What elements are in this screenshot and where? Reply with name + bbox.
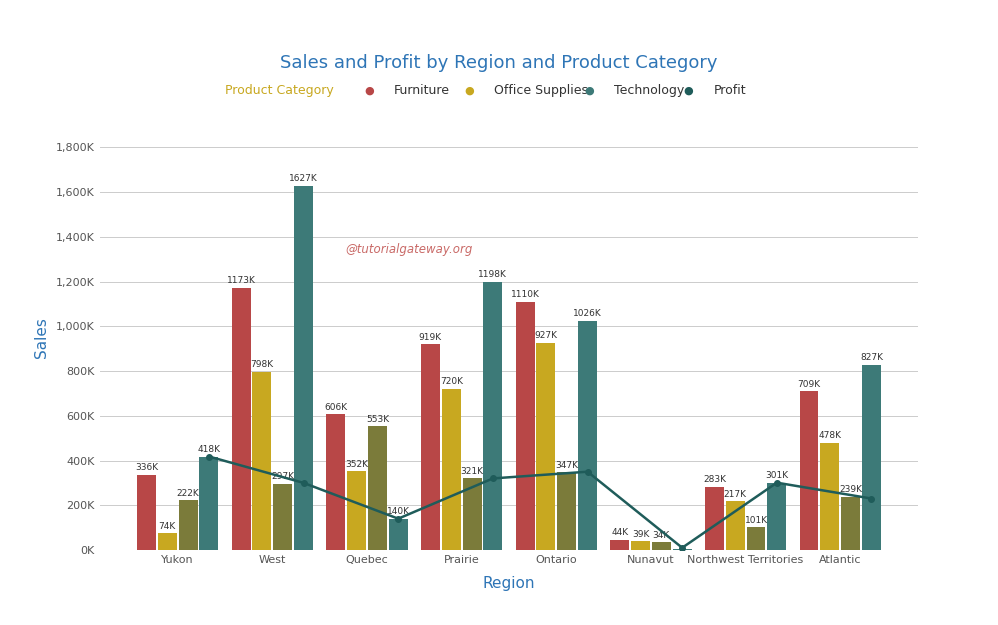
- Bar: [368, 426, 387, 550]
- Bar: [705, 487, 724, 550]
- Bar: [421, 344, 440, 550]
- X-axis label: Region: Region: [483, 576, 535, 591]
- Text: 919K: 919K: [419, 332, 442, 342]
- Bar: [389, 519, 408, 550]
- Bar: [537, 342, 555, 550]
- Text: 34K: 34K: [653, 531, 670, 540]
- Text: 239K: 239K: [839, 485, 862, 494]
- Y-axis label: Sales: Sales: [34, 317, 49, 358]
- Text: Technology: Technology: [614, 84, 684, 97]
- Text: 927K: 927K: [534, 331, 558, 340]
- Bar: [158, 534, 177, 550]
- Bar: [252, 371, 271, 550]
- Text: 418K: 418K: [198, 445, 221, 454]
- Text: 720K: 720K: [440, 378, 463, 386]
- Text: 606K: 606K: [324, 402, 347, 412]
- Text: Sales and Profit by Region and Product Category: Sales and Profit by Region and Product C…: [280, 54, 718, 71]
- Text: 217K: 217K: [724, 490, 747, 499]
- Text: Office Supplies: Office Supplies: [494, 84, 588, 97]
- Bar: [294, 186, 313, 550]
- Bar: [232, 288, 250, 550]
- Text: 709K: 709K: [797, 380, 820, 389]
- Text: 798K: 798K: [250, 360, 273, 369]
- Bar: [557, 472, 576, 550]
- Bar: [820, 443, 839, 550]
- Bar: [747, 528, 765, 550]
- Bar: [726, 501, 745, 550]
- Text: Furniture: Furniture: [394, 84, 450, 97]
- Text: 321K: 321K: [460, 466, 484, 476]
- Bar: [483, 282, 502, 550]
- Bar: [610, 540, 629, 550]
- Text: 1627K: 1627K: [289, 174, 318, 183]
- Text: 1173K: 1173K: [227, 276, 255, 285]
- Bar: [200, 456, 219, 550]
- Text: 283K: 283K: [703, 475, 726, 484]
- Text: ●: ●: [464, 86, 474, 96]
- Text: 301K: 301K: [765, 471, 788, 480]
- Bar: [767, 482, 786, 550]
- Bar: [347, 471, 366, 550]
- Bar: [179, 501, 198, 550]
- Bar: [862, 365, 881, 550]
- Text: Profit: Profit: [714, 84, 747, 97]
- Bar: [652, 542, 671, 550]
- Text: 336K: 336K: [135, 463, 158, 472]
- Text: ●: ●: [584, 86, 594, 96]
- Bar: [273, 484, 292, 550]
- Text: @tutorialgateway.org: @tutorialgateway.org: [345, 242, 473, 256]
- Text: 352K: 352K: [345, 459, 368, 469]
- Bar: [841, 496, 860, 550]
- Text: ●: ●: [684, 86, 694, 96]
- Text: 1198K: 1198K: [478, 271, 507, 279]
- Text: 140K: 140K: [387, 507, 410, 516]
- Text: 347K: 347K: [555, 461, 578, 470]
- Text: 101K: 101K: [745, 516, 767, 525]
- Text: 478K: 478K: [818, 431, 841, 441]
- Bar: [799, 391, 818, 550]
- Bar: [673, 549, 692, 550]
- Text: 297K: 297K: [271, 472, 294, 481]
- Text: 553K: 553K: [366, 414, 389, 424]
- Bar: [631, 541, 650, 550]
- Bar: [326, 414, 345, 550]
- Text: 44K: 44K: [611, 529, 629, 538]
- Text: 1026K: 1026K: [573, 309, 602, 318]
- Text: ●: ●: [364, 86, 374, 96]
- Text: 1110K: 1110K: [511, 290, 540, 299]
- Text: 74K: 74K: [159, 522, 176, 531]
- Bar: [516, 302, 535, 550]
- Bar: [463, 478, 481, 550]
- Text: 827K: 827K: [860, 353, 883, 362]
- Text: 39K: 39K: [632, 529, 650, 539]
- Text: 222K: 222K: [177, 489, 200, 498]
- Bar: [442, 389, 461, 550]
- Text: Product Category: Product Category: [226, 84, 333, 97]
- Bar: [578, 321, 597, 550]
- Bar: [137, 475, 156, 550]
